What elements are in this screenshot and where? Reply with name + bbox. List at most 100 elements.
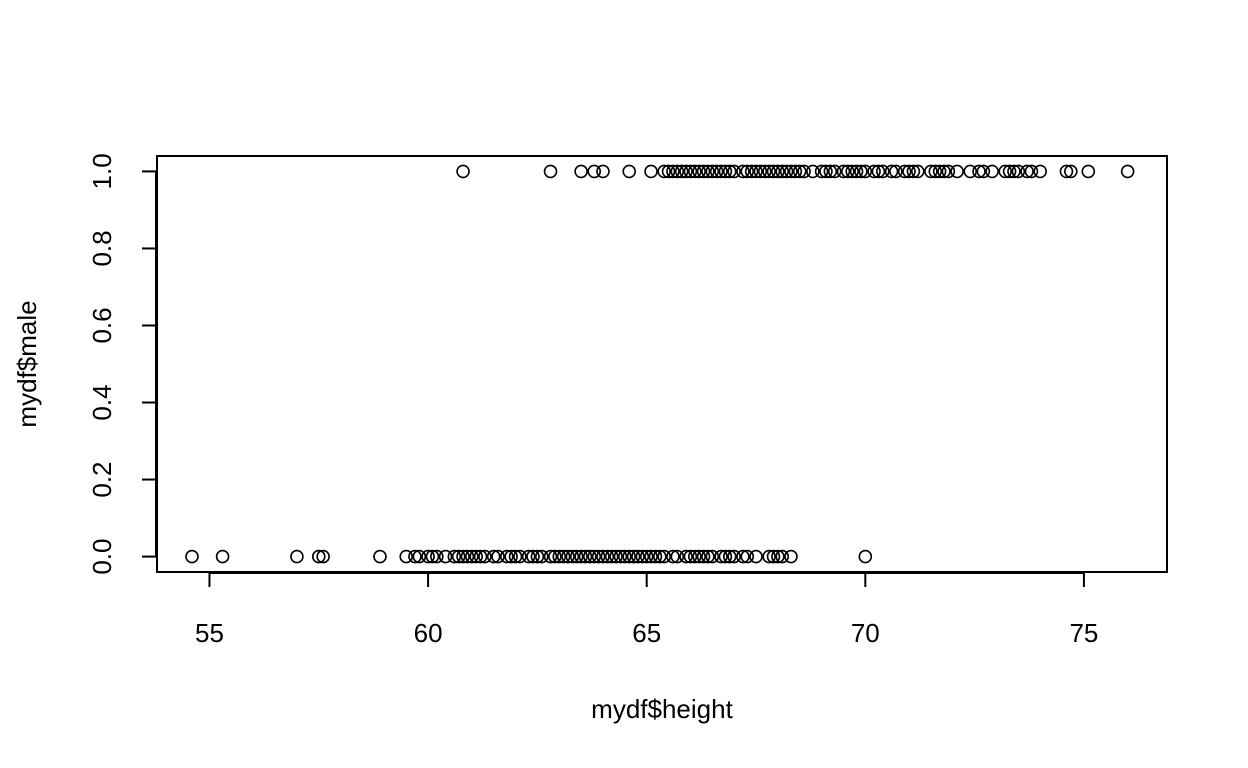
data-point	[644, 164, 658, 179]
data-point	[644, 549, 658, 564]
data-point	[596, 164, 610, 179]
x-tick-label: 70	[851, 618, 880, 648]
data-point	[635, 549, 650, 564]
data-point	[784, 549, 798, 564]
data-point	[841, 164, 855, 179]
data-point	[421, 549, 435, 564]
data-point	[771, 549, 785, 564]
data-point	[1081, 164, 1096, 179]
data-point	[696, 164, 711, 179]
data-point	[626, 549, 641, 564]
data-point	[569, 549, 584, 564]
data-point	[714, 164, 728, 179]
data-point	[1064, 164, 1078, 179]
data-point	[670, 549, 685, 564]
data-point	[775, 164, 790, 179]
data-point	[718, 164, 733, 179]
data-point	[792, 164, 807, 179]
data-point	[757, 164, 772, 179]
data-point	[902, 164, 916, 179]
data-point	[591, 549, 606, 564]
data-point	[714, 549, 728, 564]
data-point	[679, 549, 693, 564]
y-axis-title: mydf$male	[12, 300, 42, 427]
y-tick-label: 0.0	[87, 539, 117, 575]
data-point	[456, 549, 470, 564]
y-tick-label: 1.0	[87, 153, 117, 189]
x-tick-label: 55	[195, 618, 224, 648]
data-point	[762, 549, 776, 564]
data-point	[889, 164, 903, 179]
data-point	[727, 549, 741, 564]
data-point	[556, 549, 571, 564]
data-point	[985, 164, 999, 179]
data-point	[1059, 164, 1074, 179]
data-point	[827, 164, 842, 179]
data-point	[596, 549, 610, 564]
data-point	[373, 549, 387, 564]
data-point	[587, 549, 602, 564]
data-point	[932, 164, 947, 179]
data-point	[499, 549, 514, 564]
data-point	[408, 549, 422, 564]
data-point	[696, 549, 711, 564]
data-point	[736, 164, 750, 179]
data-point	[683, 549, 698, 564]
data-point	[972, 164, 986, 179]
data-point	[753, 164, 768, 179]
data-point	[766, 549, 781, 564]
data-point	[456, 164, 470, 179]
data-point	[928, 164, 943, 179]
data-point	[784, 164, 798, 179]
data-point	[670, 164, 685, 179]
data-point	[574, 164, 588, 179]
data-point	[657, 549, 671, 564]
data-point	[548, 549, 562, 564]
data-point	[438, 549, 453, 564]
data-point	[561, 549, 575, 564]
data-point	[749, 164, 763, 179]
data-point	[845, 164, 859, 179]
data-point	[639, 549, 654, 564]
data-point	[674, 164, 689, 179]
data-point	[701, 549, 715, 564]
data-point	[897, 164, 912, 179]
data-point	[543, 164, 558, 179]
data-point	[316, 549, 330, 564]
data-point	[508, 549, 523, 564]
data-point	[613, 549, 628, 564]
data-point	[867, 164, 881, 179]
data-point	[788, 164, 803, 179]
data-point	[604, 549, 619, 564]
data-point	[565, 549, 580, 564]
data-point	[884, 164, 899, 179]
data-point	[687, 549, 702, 564]
data-point	[451, 549, 466, 564]
data-point	[823, 164, 838, 179]
data-point	[543, 549, 558, 564]
data-point	[976, 164, 991, 179]
data-point	[1024, 164, 1039, 179]
data-point	[578, 549, 593, 564]
data-point	[513, 549, 527, 564]
plot-frame	[156, 155, 1168, 573]
x-tick-label: 75	[1069, 618, 1098, 648]
data-point	[666, 549, 680, 564]
data-point	[701, 164, 715, 179]
x-axis: 55 60 65 70 75	[195, 572, 1098, 648]
data-point	[666, 164, 680, 179]
data-point	[215, 549, 230, 564]
data-point	[727, 164, 741, 179]
data-point	[736, 549, 750, 564]
data-point	[771, 164, 785, 179]
data-point	[683, 164, 698, 179]
data-point	[657, 164, 671, 179]
data-point	[1007, 164, 1021, 179]
data-point	[924, 164, 938, 179]
data-point	[521, 549, 536, 564]
y-tick-label: 0.2	[87, 461, 117, 497]
data-point	[687, 164, 702, 179]
data-point	[744, 164, 759, 179]
data-point	[836, 164, 851, 179]
